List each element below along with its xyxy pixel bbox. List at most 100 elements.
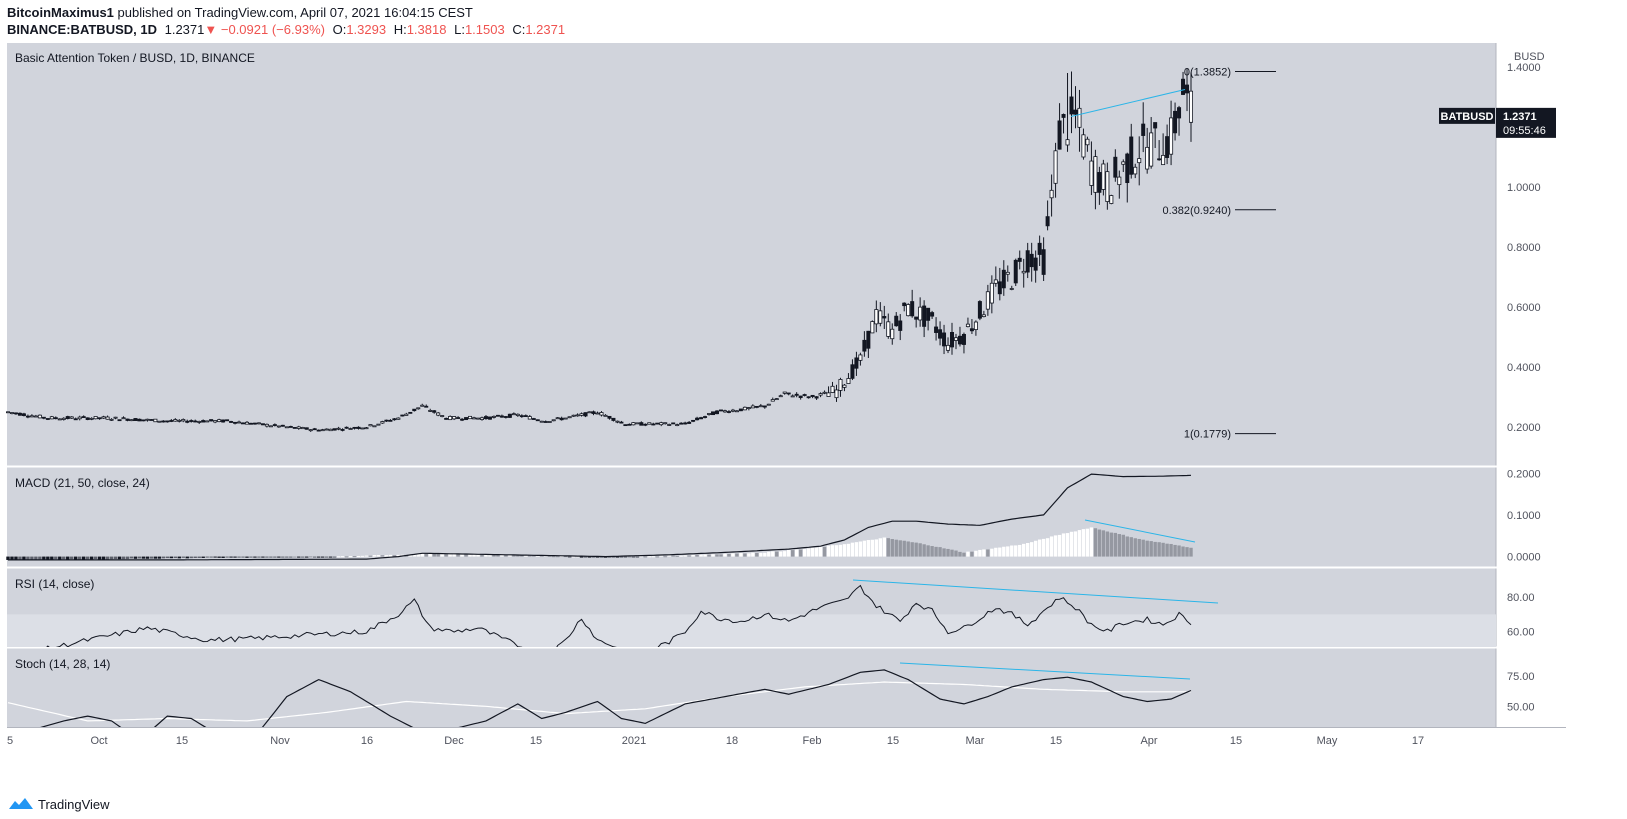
- candle-down: [17, 412, 22, 416]
- change-value: −0.0921 (−6.93%): [220, 22, 325, 37]
- candle-up: [667, 424, 672, 426]
- macd-histogram-bar: [261, 556, 265, 558]
- macd-histogram-bar: [751, 552, 755, 557]
- candle-down: [201, 420, 206, 423]
- macd-histogram-bar: [1029, 542, 1034, 557]
- candle-up: [1053, 150, 1058, 184]
- macd-histogram-bar: [783, 551, 787, 557]
- candle-down: [193, 420, 198, 423]
- macd-histogram-bar: [137, 556, 142, 559]
- macd-histogram-bar: [1041, 538, 1046, 557]
- macd-histogram-bar: [587, 556, 592, 558]
- candle-up: [448, 416, 453, 421]
- candle-up: [730, 409, 735, 412]
- candle-up: [49, 416, 54, 420]
- macd-histogram-bar: [902, 540, 906, 557]
- price-tick-label: 0.6000: [1507, 302, 1541, 314]
- macd-histogram-bar: [739, 552, 743, 557]
- candle-down: [591, 411, 596, 414]
- macd-histogram-bar: [1093, 528, 1098, 557]
- candle-down: [133, 418, 138, 421]
- macd-histogram-bar: [1169, 543, 1173, 557]
- candle-down: [352, 426, 357, 429]
- candle-up: [153, 418, 158, 423]
- candle-up: [348, 428, 353, 430]
- candle-up: [472, 417, 477, 420]
- candle-down: [810, 394, 815, 397]
- candle-up: [113, 416, 118, 419]
- rsi-line: [46, 584, 1192, 647]
- macd-histogram-bar: [647, 556, 651, 558]
- macd-histogram-bar: [1181, 546, 1185, 557]
- macd-histogram-bar: [802, 549, 807, 557]
- candle-up: [663, 422, 668, 425]
- candle-up: [579, 413, 584, 416]
- macd-histogram-bar: [332, 556, 337, 558]
- candle-down: [81, 416, 86, 418]
- candle-down: [922, 305, 927, 327]
- macd-histogram-bar: [1149, 541, 1153, 557]
- macd-histogram-bar: [372, 555, 377, 557]
- macd-histogram-bar: [643, 556, 648, 558]
- candle-up: [1169, 117, 1174, 155]
- author-name[interactable]: BitcoinMaximus1: [7, 5, 114, 20]
- macd-histogram-bar: [257, 556, 261, 558]
- macd-histogram-bar: [826, 545, 831, 557]
- rsi-tick-label: 80.00: [1507, 592, 1535, 604]
- tradingview-logo-icon: [9, 798, 33, 809]
- candle-down: [950, 332, 955, 348]
- macd-histogram-bar: [639, 556, 644, 558]
- candle-up: [750, 405, 755, 409]
- candle-up: [181, 419, 186, 422]
- candle-up: [965, 323, 970, 328]
- candle-up: [1093, 156, 1098, 193]
- candle-up: [177, 419, 182, 422]
- candle-down: [312, 428, 317, 431]
- macd-histogram-bar: [149, 556, 154, 559]
- macd-histogram-bar: [34, 556, 38, 560]
- macd-histogram-bar: [978, 549, 982, 557]
- candle-down: [703, 416, 708, 418]
- candle-up: [953, 337, 958, 341]
- candle-down: [229, 421, 234, 423]
- macd-histogram-bar: [233, 556, 237, 558]
- footer-brand[interactable]: TradingView: [8, 794, 110, 814]
- time-tick-label: 17: [1412, 735, 1424, 747]
- candle-up: [734, 410, 739, 413]
- macd-histogram-bar: [982, 549, 986, 557]
- macd-histogram-bar: [133, 556, 138, 559]
- candle-down: [165, 420, 170, 423]
- candle-up: [1121, 161, 1126, 165]
- candle-down: [798, 395, 803, 399]
- candle-down: [671, 422, 676, 425]
- macd-histogram-bar: [1173, 544, 1177, 557]
- candle-up: [320, 429, 325, 432]
- candle-down: [926, 307, 931, 321]
- macd-histogram-bar: [655, 556, 659, 558]
- candle-up: [746, 407, 751, 409]
- candle-up: [742, 406, 747, 411]
- macd-histogram-bar: [66, 556, 70, 560]
- candle-up: [336, 427, 341, 430]
- macd-histogram-bar: [336, 556, 341, 558]
- candle-up: [364, 427, 369, 430]
- rsi-pane-title: RSI (14, close): [15, 577, 94, 591]
- macd-histogram-bar: [177, 556, 181, 559]
- macd-histogram-bar: [101, 556, 106, 560]
- macd-histogram-bar: [452, 553, 456, 557]
- candle-up: [1077, 107, 1082, 128]
- candle-down: [930, 312, 935, 317]
- candle-up: [511, 413, 516, 416]
- macd-histogram-bar: [930, 546, 934, 557]
- macd-histogram-bar: [432, 553, 436, 557]
- candle-up: [722, 410, 727, 413]
- macd-histogram-bar: [85, 556, 90, 560]
- macd-histogram-bar: [775, 551, 779, 557]
- macd-histogram-bar: [818, 546, 823, 557]
- candle-up: [57, 418, 62, 421]
- macd-histogram-bar: [1097, 529, 1102, 557]
- stoch-trendline: [899, 662, 1191, 680]
- candle-up: [9, 412, 14, 414]
- candle-down: [316, 429, 321, 432]
